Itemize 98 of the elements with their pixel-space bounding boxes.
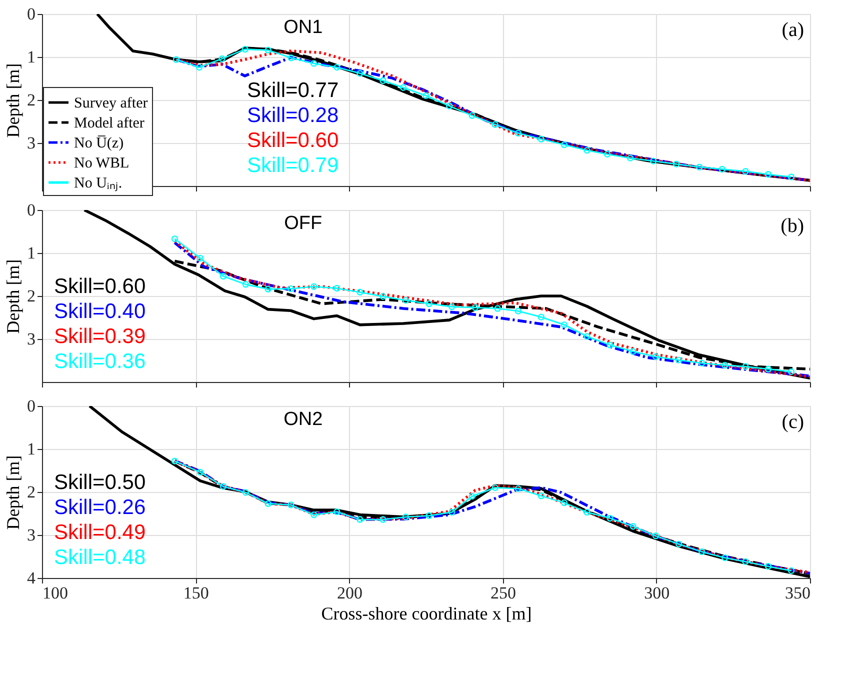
point — [538, 314, 545, 320]
annotation: (b) — [780, 215, 804, 237]
y-tick-label: 3 — [27, 134, 36, 152]
point — [696, 164, 703, 170]
point — [718, 166, 726, 173]
point — [472, 304, 478, 311]
y-axis-title: Depth [m] — [3, 259, 23, 334]
point — [287, 285, 294, 292]
point — [220, 272, 227, 280]
point — [380, 77, 386, 84]
point — [742, 363, 749, 370]
point — [560, 321, 568, 328]
point — [630, 348, 636, 355]
x-tick-label: 350 — [785, 584, 810, 602]
annotation: Skill=0.39 — [54, 325, 146, 348]
point — [356, 288, 364, 296]
annotation: Skill=0.40 — [54, 300, 146, 323]
annotation: Skill=0.48 — [54, 546, 146, 569]
point — [722, 362, 728, 369]
legend-label: Survey after — [74, 96, 148, 112]
point — [514, 308, 522, 314]
point — [426, 300, 432, 308]
point — [538, 136, 545, 142]
legend-label: Model after — [74, 116, 144, 132]
x-axis-title: Cross-shore coordinate x [m] — [321, 604, 532, 624]
x-tick-label: 150 — [183, 584, 209, 602]
point — [742, 168, 749, 175]
legend-label: No U̅(z) — [74, 134, 124, 152]
annotation: Skill=0.28 — [247, 104, 339, 127]
point — [422, 92, 430, 100]
y-axis-title: Depth [m] — [3, 63, 23, 138]
point — [675, 356, 682, 364]
point — [310, 283, 318, 290]
point — [196, 254, 204, 262]
point — [604, 150, 611, 158]
annotation: Skill=0.77 — [247, 79, 339, 102]
chart-title: ON2 — [284, 409, 323, 430]
point — [652, 353, 660, 360]
point — [764, 366, 772, 372]
annotation: Skill=0.79 — [247, 154, 339, 177]
annotation: Skill=0.60 — [54, 275, 146, 298]
point — [264, 286, 272, 292]
point — [400, 84, 407, 91]
point — [310, 60, 318, 67]
point — [560, 141, 568, 148]
point — [264, 46, 272, 54]
y-tick-label: 4 — [27, 568, 36, 588]
y-tick-label: 2 — [27, 482, 36, 502]
y-tick-label: 0 — [27, 4, 36, 24]
y-axis-title: Depth [m] — [3, 455, 23, 530]
annotation: Skill=0.49 — [54, 521, 146, 544]
point — [218, 55, 226, 62]
y-tick-label: 2 — [27, 286, 36, 306]
point — [514, 130, 522, 136]
y-tick-label: 2 — [27, 90, 36, 110]
point — [764, 171, 772, 178]
point — [380, 293, 386, 300]
legend-label: No WBL — [74, 156, 130, 172]
annotation: Skill=0.50 — [54, 471, 146, 494]
point — [402, 296, 410, 304]
annotation: Skill=0.36 — [54, 350, 146, 373]
y-tick-label: 0 — [27, 396, 36, 416]
point — [334, 64, 340, 71]
annotation: (a) — [782, 19, 804, 41]
chart-title: ON1 — [284, 17, 323, 38]
point — [584, 146, 590, 154]
legend-label: No Uᵢₙⱼ. — [74, 176, 122, 192]
y-tick-label: 1 — [27, 48, 36, 66]
x-tick-label: 250 — [490, 584, 516, 602]
annotation: Skill=0.60 — [247, 129, 339, 152]
point — [673, 160, 680, 168]
point — [650, 158, 657, 164]
point — [334, 284, 340, 292]
y-tick-label: 3 — [27, 330, 36, 348]
point — [288, 54, 294, 62]
x-tick-label: 300 — [644, 584, 670, 602]
point — [698, 360, 706, 366]
point — [584, 333, 590, 340]
x-tick-label: 100 — [42, 584, 68, 602]
point — [446, 102, 453, 110]
point — [626, 154, 634, 162]
chart-title: OFF — [284, 213, 322, 234]
point — [242, 46, 248, 53]
y-tick-label: 1 — [27, 440, 36, 458]
point — [242, 281, 250, 288]
point — [492, 121, 498, 128]
x-tick-label: 200 — [336, 584, 362, 602]
y-tick-label: 0 — [27, 200, 36, 220]
point — [356, 70, 364, 77]
point — [196, 64, 203, 71]
point — [468, 112, 476, 119]
y-tick-label: 1 — [27, 244, 36, 262]
annotation: (c) — [782, 411, 804, 433]
y-tick-label: 3 — [27, 526, 36, 544]
point — [606, 342, 614, 348]
point — [448, 303, 456, 310]
annotation: Skill=0.26 — [54, 496, 146, 519]
point — [494, 305, 501, 312]
